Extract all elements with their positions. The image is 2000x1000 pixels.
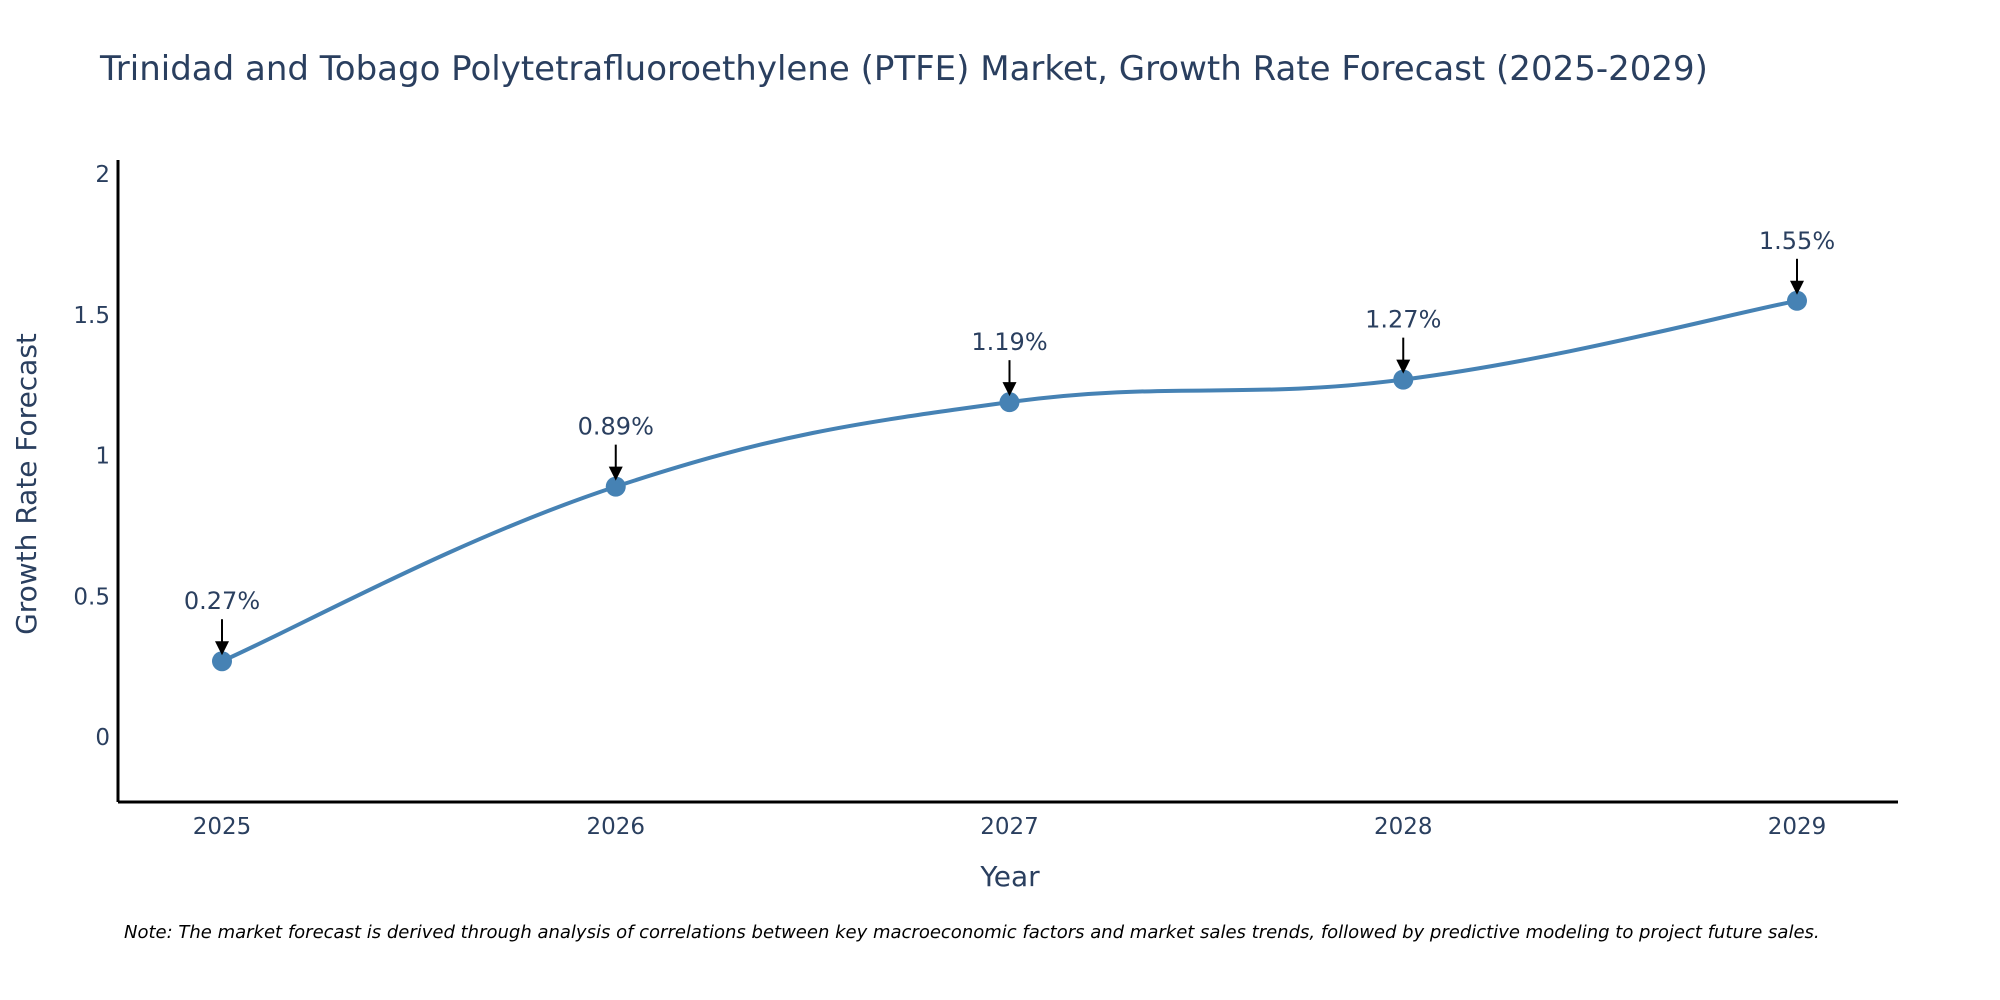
y-tick-labels: 0 0.5 1 1.5 2 (73, 162, 110, 751)
y-axis-title: Growth Rate Forecast (10, 333, 43, 635)
x-axis-title: Year (979, 860, 1040, 893)
annotation-2028: 1.27% (1365, 306, 1441, 374)
y-tick-label: 2 (95, 162, 110, 188)
data-label: 1.19% (971, 328, 1047, 356)
annotation-arrowhead (215, 641, 229, 656)
x-tick-labels: 2025 2026 2027 2028 2029 (193, 814, 1827, 840)
x-tick-label: 2025 (193, 814, 252, 840)
data-labels: 0.27% 0.89% 1.19% 1.27% 1.55% (184, 227, 1835, 656)
y-tick-label: 0.5 (73, 584, 110, 610)
axes (116, 160, 1898, 804)
annotation-arrowhead (1396, 359, 1411, 374)
data-label: 0.27% (184, 587, 260, 615)
data-point-2026 (605, 476, 626, 497)
chart-title: Trinidad and Tobago Polytetrafluoroethyl… (99, 49, 1708, 89)
y-tick-label: 1 (95, 444, 110, 470)
x-tick-label: 2026 (586, 814, 645, 840)
annotation-arrowhead (1002, 382, 1017, 397)
y-tick-label: 1.5 (73, 303, 110, 329)
data-point-2028 (1393, 369, 1414, 390)
data-markers (212, 290, 1807, 672)
x-tick-label: 2029 (1768, 814, 1827, 840)
y-tick-label: 0 (95, 725, 110, 751)
x-tick-label: 2027 (980, 814, 1039, 840)
annotation-2025: 0.27% (184, 587, 260, 656)
data-label: 0.89% (578, 413, 654, 441)
annotation-arrowhead (608, 466, 623, 481)
data-label: 1.55% (1759, 227, 1835, 255)
data-point-2027 (999, 392, 1020, 413)
data-label: 1.27% (1365, 306, 1441, 334)
data-point-2025 (212, 651, 232, 672)
footnote: Note: The market forecast is derived thr… (124, 922, 1820, 943)
annotation-2029: 1.55% (1759, 227, 1835, 295)
annotation-2026: 0.89% (578, 413, 654, 481)
data-point-2029 (1787, 290, 1807, 311)
annotation-2027: 1.19% (971, 328, 1048, 397)
x-tick-label: 2028 (1374, 814, 1433, 840)
annotation-arrowhead (1790, 280, 1804, 295)
